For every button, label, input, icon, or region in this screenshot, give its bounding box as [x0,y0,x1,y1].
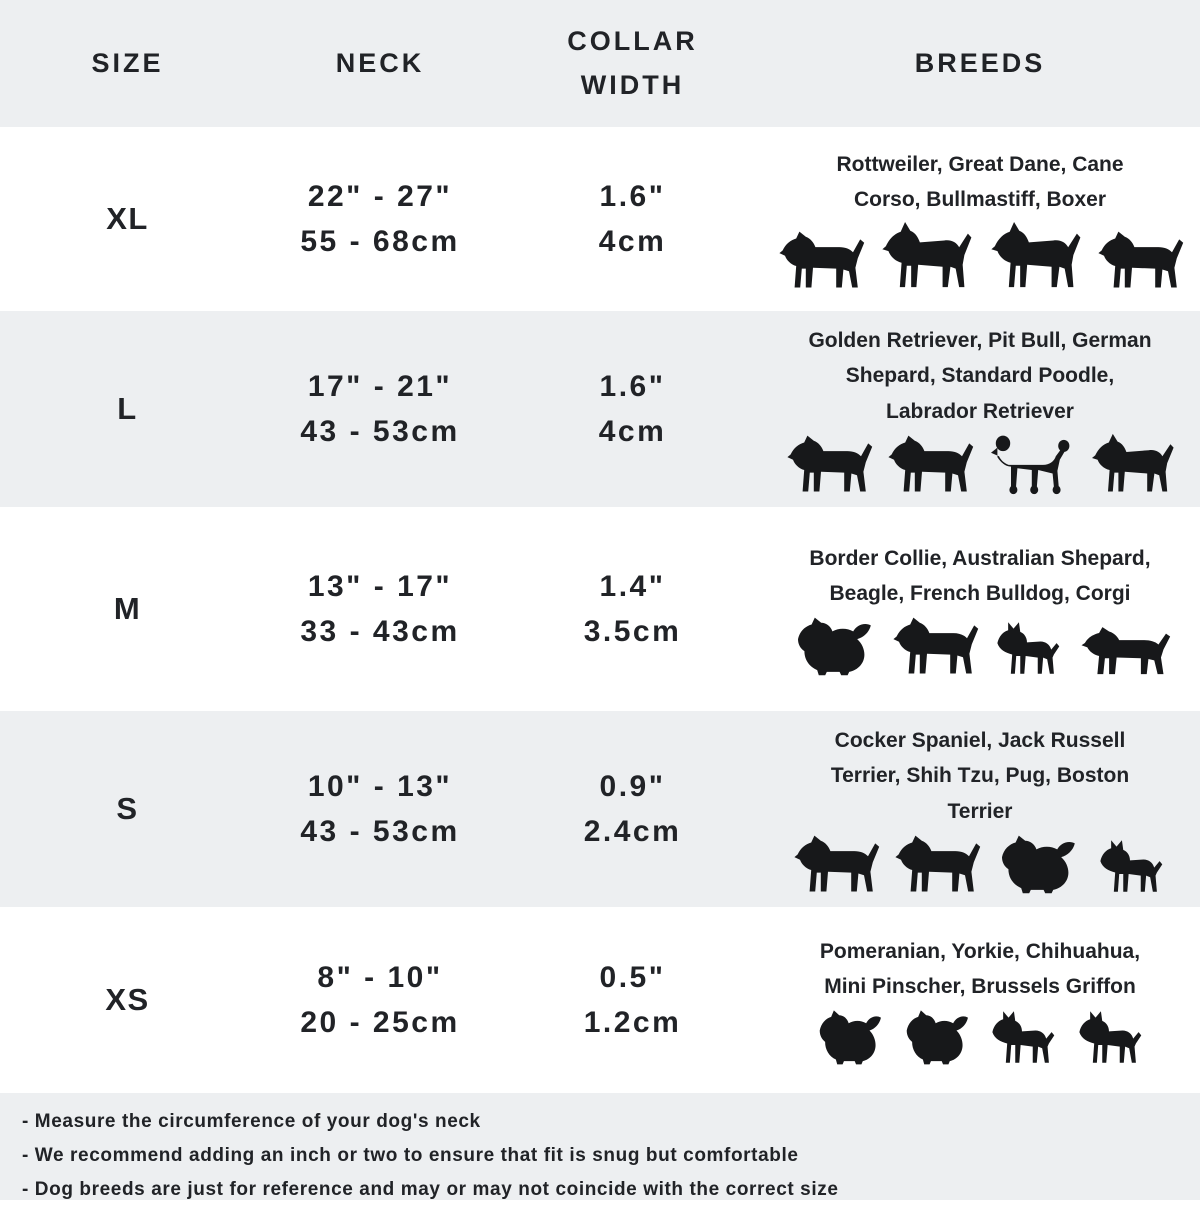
collar-width-inches: 1.6" [599,180,666,213]
collar-width-cm: 2.4cm [583,815,682,848]
size-label: L [117,391,138,426]
standard-poodle-icon [987,433,1075,495]
breed-names: Border Collie, Australian Shepard, Beagl… [809,546,1151,605]
breed-names: Golden Retriever, Pit Bull, German Shepa… [808,329,1152,423]
table-row-xl: XL 22" - 27" 55 - 68cm 1.6" 4cm Rottweil… [0,127,1200,311]
neck-inches: 17" - 21" [307,370,453,403]
german-shepard-icon [1088,433,1176,495]
collar-width-inches: 1.6" [599,370,666,403]
chihuahua-icon [987,1008,1061,1066]
breeds-cell: Border Collie, Australian Shepard, Beagl… [770,541,1190,677]
column-header-collar-width: COLLAR WIDTH [567,26,698,100]
australian-shepard-icon [790,615,878,677]
yorkie-icon [900,1008,974,1066]
breeds-cell: Golden Retriever, Pit Bull, German Shepa… [770,323,1190,494]
pug-icon [1095,837,1169,895]
neck-cm: 43 - 53cm [300,415,460,448]
cocker-spaniel-icon [792,833,880,895]
footnotes: - Measure the circumference of your dog'… [0,1093,1200,1200]
footnote: - Measure the circumference of your dog'… [22,1111,481,1132]
rottweiler-icon [777,229,865,291]
neck-inches: 13" - 17" [307,570,453,603]
neck-range: 17" - 21" 43 - 53cm [300,364,459,454]
pomeranian-icon [813,1008,887,1066]
breed-silhouettes [777,221,1184,291]
breed-names: Pomeranian, Yorkie, Chihuahua, Mini Pins… [819,939,1141,998]
collar-width-cm: 4cm [598,415,667,448]
collar-width-cm: 4cm [598,225,667,258]
beagle-icon [891,615,979,677]
neck-cm: 33 - 43cm [300,615,460,648]
collar-width: 1.6" 4cm [599,174,667,264]
column-header-breeds: BREEDS [914,47,1046,78]
breeds-cell: Cocker Spaniel, Jack Russell Terrier, Sh… [770,723,1190,894]
size-label: M [113,591,142,626]
neck-inches: 8" - 10" [317,961,443,994]
neck-cm: 20 - 25cm [300,1006,460,1039]
footnote: - Dog breeds are just for reference and … [22,1179,839,1200]
breed-silhouettes [792,833,1169,895]
breed-names: Rottweiler, Great Dane, Cane Corso, Bull… [836,152,1124,211]
corgi-icon [1079,625,1171,677]
collar-width-cm: 3.5cm [583,615,682,648]
column-header-size: SIZE [91,47,164,78]
breed-silhouettes [785,433,1176,495]
mini-pinscher-icon [1074,1008,1148,1066]
size-label: XL [106,201,149,236]
column-header-neck: NECK [335,47,425,78]
shih-tzu-icon [994,833,1082,895]
breed-silhouettes [790,615,1171,677]
collar-width-cm: 1.2cm [583,1006,682,1039]
french-bulldog-icon [992,619,1066,677]
great-dane-icon [878,221,974,291]
neck-range: 8" - 10" 20 - 25cm [300,955,459,1045]
breeds-cell: Pomeranian, Yorkie, Chihuahua, Mini Pins… [770,934,1190,1066]
size-label: XS [105,982,150,1017]
table-row-xs: XS 8" - 10" 20 - 25cm 0.5" 1.2cm Pomeran… [0,907,1200,1093]
collar-width: 0.9" 2.4cm [584,764,682,854]
collar-width: 1.4" 3.5cm [584,564,682,654]
table-row-l: L 17" - 21" 43 - 53cm 1.6" 4cm Golden Re… [0,311,1200,507]
neck-range: 13" - 17" 33 - 43cm [300,564,459,654]
breed-names: Cocker Spaniel, Jack Russell Terrier, Sh… [830,729,1130,823]
size-label: S [116,791,139,826]
collar-width-inches: 0.5" [599,961,666,994]
table-row-s: S 10" - 13" 43 - 53cm 0.9" 2.4cm Cocker … [0,711,1200,907]
golden-retriever-icon [785,433,873,495]
neck-range: 22" - 27" 55 - 68cm [300,174,459,264]
footnote: - We recommend adding an inch or two to … [22,1145,799,1166]
cane-corso-icon [987,221,1083,291]
bullmastiff-icon [1096,229,1184,291]
neck-inches: 22" - 27" [307,180,453,213]
neck-cm: 55 - 68cm [300,225,460,258]
jack-russell-terrier-icon [893,833,981,895]
neck-cm: 43 - 53cm [300,815,460,848]
collar-width-inches: 1.4" [599,570,666,603]
breed-silhouettes [813,1008,1148,1066]
neck-inches: 10" - 13" [307,770,453,803]
header-row: SIZE NECK COLLAR WIDTH BREEDS [0,0,1200,127]
collar-width: 0.5" 1.2cm [584,955,682,1045]
neck-range: 10" - 13" 43 - 53cm [300,764,459,854]
table-row-m: M 13" - 17" 33 - 43cm 1.4" 3.5cm Border … [0,507,1200,711]
collar-width-inches: 0.9" [599,770,666,803]
breeds-cell: Rottweiler, Great Dane, Cane Corso, Bull… [770,147,1190,291]
labrador-retriever-icon [886,433,974,495]
collar-width: 1.6" 4cm [599,364,667,454]
